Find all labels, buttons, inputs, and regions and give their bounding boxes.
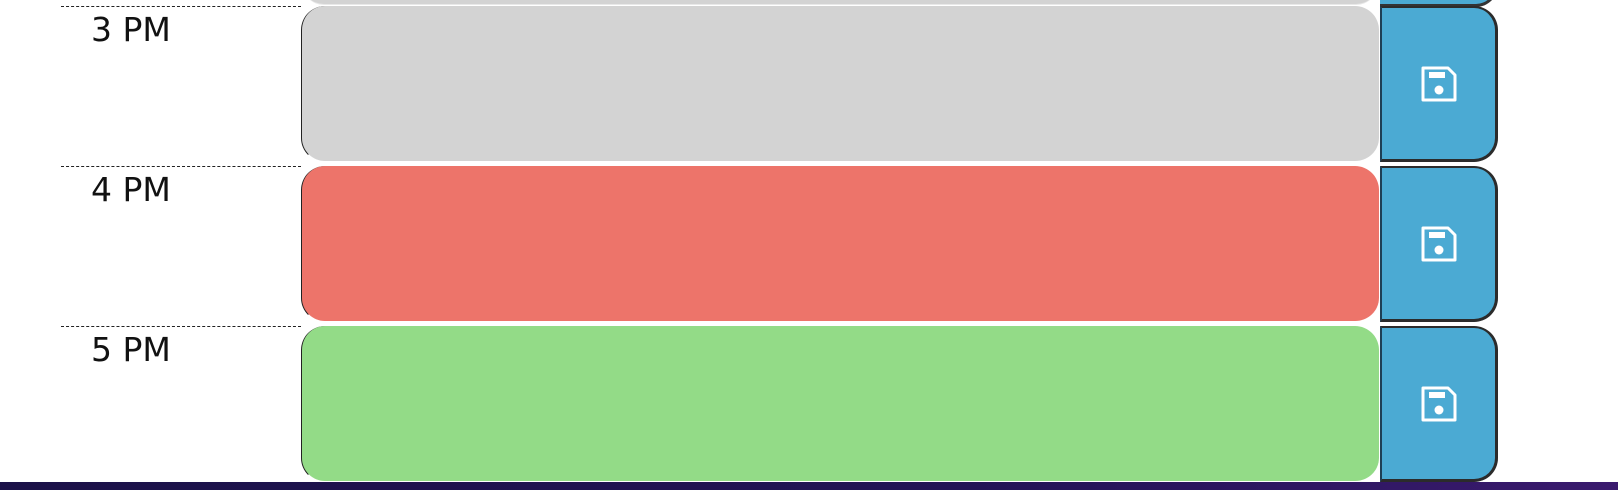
hour-divider (61, 166, 301, 167)
save-button[interactable] (1380, 326, 1498, 482)
floppy-disk-icon (1421, 386, 1456, 421)
time-block-textarea[interactable] (301, 6, 1379, 162)
floppy-disk-icon (1421, 66, 1456, 101)
time-block-textarea[interactable] (301, 326, 1379, 482)
time-block-textarea[interactable] (301, 166, 1379, 322)
footer-bar (0, 482, 1618, 490)
hour-label: 5 PM (91, 330, 171, 369)
hour-label: 4 PM (91, 170, 171, 209)
hour-label: 3 PM (91, 10, 171, 49)
hour-divider (61, 326, 301, 327)
time-block-textarea-partial[interactable] (302, 0, 1378, 5)
save-button[interactable] (1380, 166, 1498, 322)
hour-divider (61, 6, 301, 7)
floppy-disk-icon (1421, 226, 1456, 261)
time-block-row: 5 PM (0, 326, 1618, 486)
time-block-row: 3 PM (0, 6, 1618, 166)
time-block-row: 4 PM (0, 166, 1618, 326)
save-button[interactable] (1380, 6, 1498, 162)
